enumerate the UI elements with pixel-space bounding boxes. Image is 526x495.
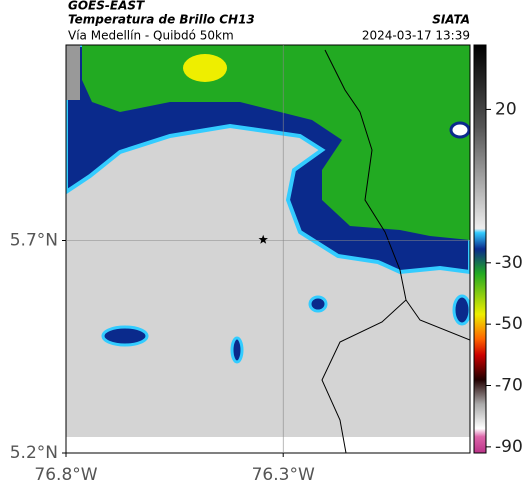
timestamp: 2024-03-17 13:39 bbox=[362, 29, 470, 43]
location-marker bbox=[258, 234, 268, 244]
source: GOES-EAST bbox=[68, 0, 145, 13]
y-tick-label: 5.2°N bbox=[10, 443, 58, 463]
x-tick-label: 76.8°W bbox=[34, 465, 97, 485]
colorbar-label: -30 bbox=[495, 253, 523, 273]
x-tick-label: 76.3°W bbox=[252, 465, 315, 485]
y-tick-label: 5.7°N bbox=[10, 231, 58, 251]
colorbar-label: -70 bbox=[495, 376, 523, 396]
colorbar-label: 20 bbox=[495, 99, 517, 119]
colorbar bbox=[473, 44, 487, 454]
agency: SIATA bbox=[432, 13, 470, 27]
subtitle: Vía Medellín - Quibdó 50km bbox=[68, 29, 234, 43]
colorbar-label: -90 bbox=[495, 437, 523, 457]
imagery bbox=[66, 45, 470, 453]
title: Temperatura de Brillo CH13 bbox=[68, 13, 255, 27]
map-frame bbox=[65, 44, 471, 454]
colorbar-label: -50 bbox=[495, 314, 523, 334]
